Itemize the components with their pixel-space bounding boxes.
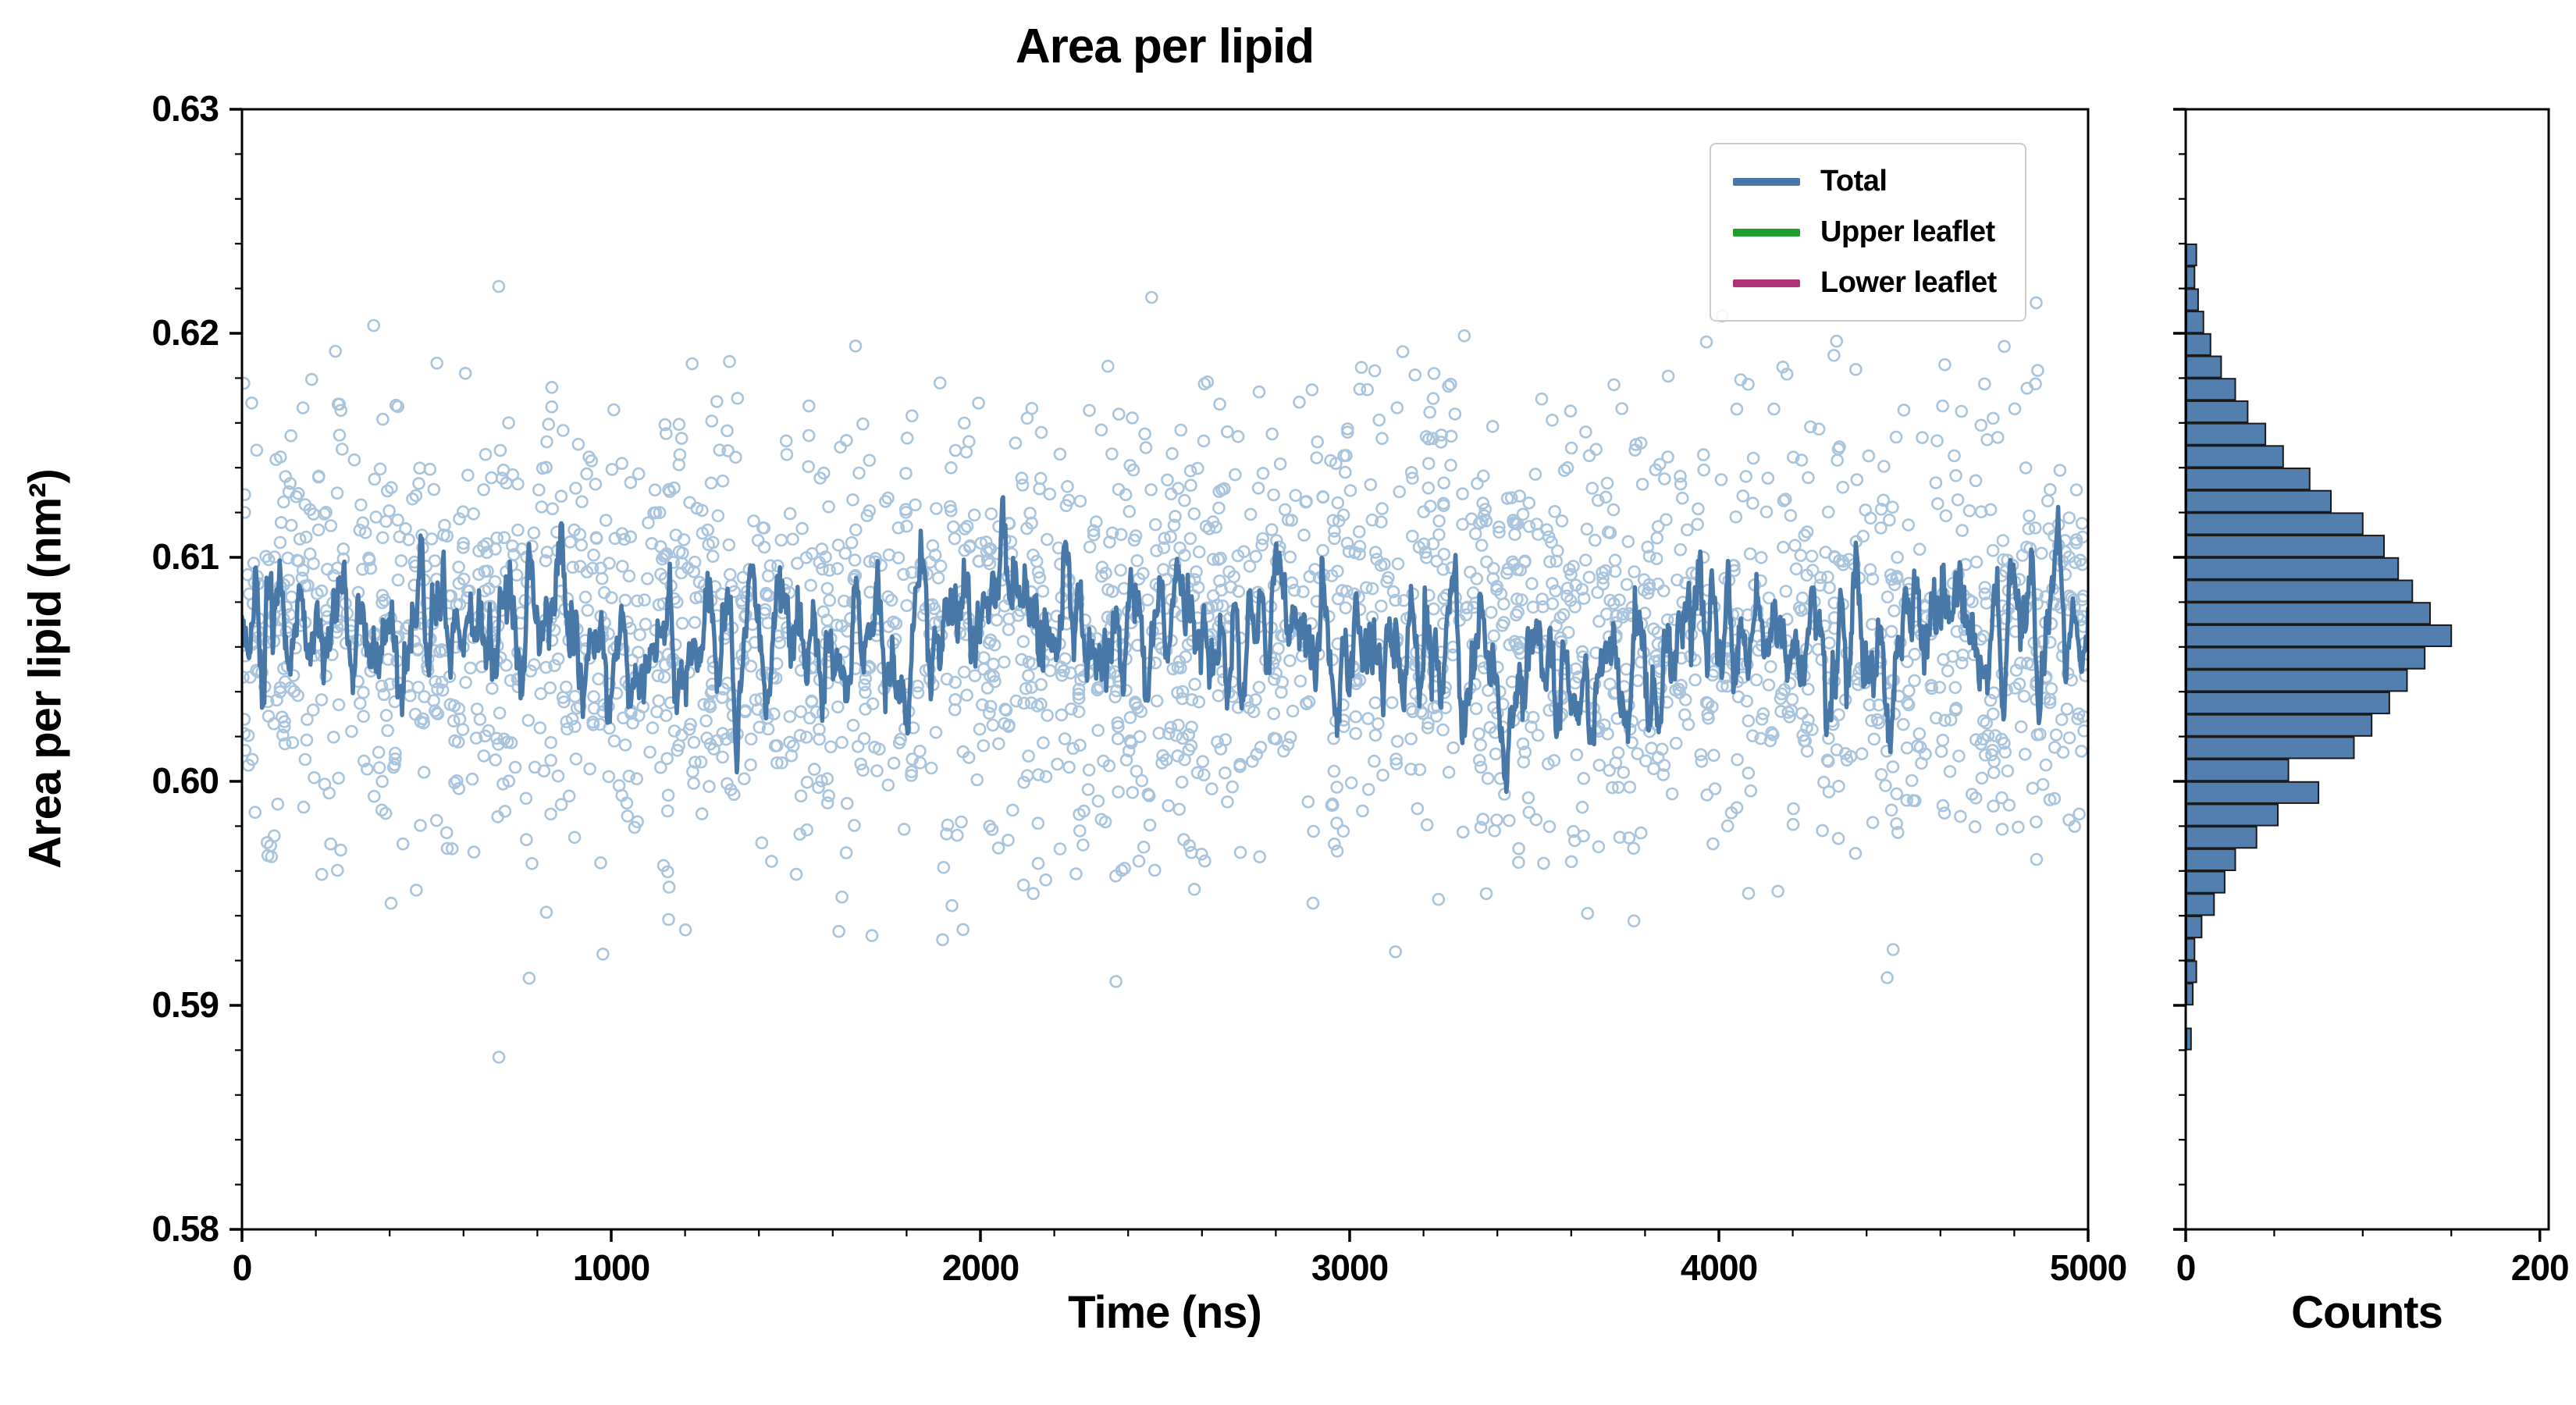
legend-item-total: Total <box>1733 165 1997 198</box>
y-tick-label: 0.63 <box>151 88 219 129</box>
x-tick-label: 0 <box>232 1247 253 1288</box>
legend-item-lower-leaflet: Lower leaflet <box>1733 266 1997 300</box>
y-tick-label: 0.60 <box>151 760 219 801</box>
x-axis-label: Time (ns) <box>1068 1287 1262 1338</box>
legend-label: Total <box>1820 165 1888 197</box>
legend-label: Upper leaflet <box>1820 215 1995 248</box>
x-tick-label: 4000 <box>1680 1247 1758 1288</box>
legend-item-upper-leaflet: Upper leaflet <box>1733 215 1997 249</box>
x-tick-label: 1000 <box>572 1247 650 1288</box>
legend-swatch <box>1733 279 1800 287</box>
axes-spines <box>240 108 2550 1231</box>
y-axis-label: Area per lipid (nm²) <box>20 469 71 869</box>
hist-x-tick-label: 200 <box>2510 1247 2570 1288</box>
total-line <box>242 495 2088 795</box>
hist-x-tick-label: 0 <box>2176 1247 2197 1288</box>
y-tick-label: 0.59 <box>151 984 219 1025</box>
hist-x-axis-label: Counts <box>2291 1287 2443 1338</box>
tick-marks <box>229 108 2542 1242</box>
chart-title: Area per lipid <box>1015 20 1315 73</box>
legend: Total Upper leaflet Lower leaflet <box>1710 143 2026 322</box>
y-tick-label: 0.61 <box>151 536 219 577</box>
legend-swatch <box>1733 228 1800 237</box>
legend-label: Lower leaflet <box>1820 266 1997 299</box>
y-tick-label: 0.62 <box>151 312 219 353</box>
y-tick-label: 0.58 <box>151 1208 219 1249</box>
x-tick-label: 5000 <box>2049 1247 2127 1288</box>
legend-swatch <box>1733 177 1800 186</box>
x-tick-label: 2000 <box>941 1247 1019 1288</box>
histogram-bars <box>2186 244 2453 1051</box>
x-tick-label: 3000 <box>1311 1247 1389 1288</box>
